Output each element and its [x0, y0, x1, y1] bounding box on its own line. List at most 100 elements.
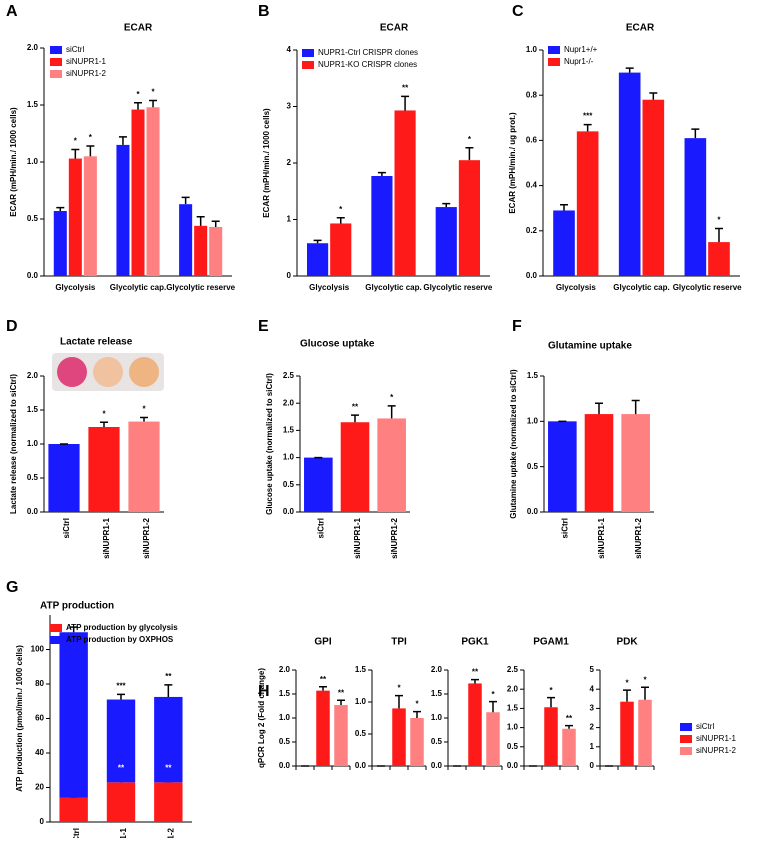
bar: [621, 414, 650, 512]
y-tick-label: 1.5: [283, 426, 295, 435]
subplot-title: TPI: [391, 637, 407, 648]
significance: *: [625, 678, 629, 687]
panel-letter: F: [512, 318, 522, 335]
x-tick-label: siNUPR1-1: [119, 827, 128, 838]
panel-letter: H: [258, 683, 270, 700]
error-bar: [565, 724, 573, 729]
error-bar: [560, 204, 569, 211]
bar: [486, 712, 500, 766]
legend-label: NUPR1-Ctrl CRISPR clones: [318, 48, 418, 57]
legend-label: siNUPR1-2: [66, 69, 107, 78]
bar-segment: [106, 782, 136, 822]
y-tick-label: 1.0: [27, 157, 39, 166]
y-tick-label: 0.0: [355, 761, 367, 770]
bar-segment: [154, 696, 183, 783]
significance: *: [142, 405, 146, 414]
y-tick-label: 20: [35, 783, 44, 792]
y-axis-label: qPCR Log 2 (Fold change): [257, 668, 266, 768]
bar: [330, 223, 352, 276]
bar: [468, 683, 482, 766]
significance: *: [74, 137, 78, 146]
y-tick-label: 5: [590, 665, 595, 674]
significance: *: [89, 133, 93, 142]
x-tick-label: Glycolytic cap.: [110, 283, 166, 292]
bar: [304, 457, 333, 512]
significance: **: [118, 763, 125, 772]
bar: [548, 421, 577, 512]
y-tick-label: 0.5: [355, 729, 367, 738]
y-tick-label: 1.5: [279, 689, 291, 698]
y-tick-label: 1.0: [526, 45, 538, 54]
x-tick-label: siCtrl: [560, 518, 569, 538]
significance: *: [468, 135, 472, 144]
significance: **: [338, 688, 345, 697]
error-bar: [714, 227, 723, 243]
bar: [642, 99, 665, 276]
panel-letter: C: [512, 3, 524, 20]
error-bar: [395, 694, 403, 709]
error-bar: [471, 678, 479, 684]
bar: [620, 701, 634, 766]
bar: [340, 422, 370, 512]
chart-title: Lactate release: [60, 337, 133, 348]
legend-swatch: [50, 58, 62, 66]
subplot-title: PGK1: [461, 637, 489, 648]
y-tick-label: 0.0: [27, 271, 39, 280]
y-tick-label: 1: [287, 215, 292, 224]
x-tick-label: siNUPR1-1: [102, 517, 111, 558]
y-tick-label: 0.0: [526, 271, 538, 280]
legend-label: siNUPR1-1: [696, 734, 737, 743]
y-tick-label: 1.0: [27, 439, 39, 448]
bar: [88, 427, 120, 512]
error-bar: [164, 684, 173, 697]
legend-label: ATP production by OXPHOS: [66, 635, 174, 644]
y-tick-label: 0.0: [27, 507, 39, 516]
error-bar: [641, 686, 649, 700]
chart-title: ECAR: [380, 23, 409, 34]
legend-swatch: [548, 46, 560, 54]
error-bar: [313, 239, 322, 244]
bar: [618, 72, 641, 276]
well: [57, 357, 87, 387]
y-axis-label: ECAR (mPH/min./ ug prot.): [508, 112, 517, 214]
error-bar: [181, 196, 190, 205]
error-bar: [100, 421, 108, 427]
y-tick-label: 2.0: [283, 398, 295, 407]
error-bar: [86, 145, 95, 157]
significance: **: [402, 83, 409, 92]
x-tick-label: siCtrl: [62, 518, 71, 538]
bar: [83, 156, 97, 276]
bar: [179, 204, 193, 276]
error-bar: [134, 101, 142, 110]
y-tick-label: 0.5: [27, 214, 39, 223]
subplot-title: PDK: [616, 637, 638, 648]
significance: ***: [116, 681, 126, 690]
significance: *: [717, 216, 721, 225]
bar-segment: [59, 632, 88, 798]
y-tick-label: 0.5: [507, 742, 519, 751]
y-tick-label: 1.5: [527, 371, 539, 380]
well: [129, 357, 159, 387]
y-axis-label: Glutamine uptake (normalized to siCtrl): [509, 369, 518, 519]
y-tick-label: 2.0: [279, 665, 291, 674]
significance: **: [165, 672, 172, 681]
bar: [371, 175, 393, 276]
significance: **: [352, 402, 359, 411]
significance: *: [151, 88, 155, 97]
error-bar: [336, 217, 345, 224]
error-bar: [56, 206, 65, 212]
y-tick-label: 1: [590, 742, 595, 751]
error-bar: [117, 693, 125, 700]
error-bar: [319, 686, 327, 691]
panel-letter: E: [258, 318, 269, 335]
y-tick-label: 0.0: [507, 761, 519, 770]
bar: [334, 705, 348, 766]
error-bar: [631, 399, 640, 415]
error-bar: [71, 148, 80, 159]
y-tick-label: 0.5: [283, 480, 295, 489]
significance: *: [136, 90, 140, 99]
bar: [316, 690, 330, 766]
y-tick-label: 1.5: [507, 704, 519, 713]
y-tick-label: 3: [287, 102, 292, 111]
